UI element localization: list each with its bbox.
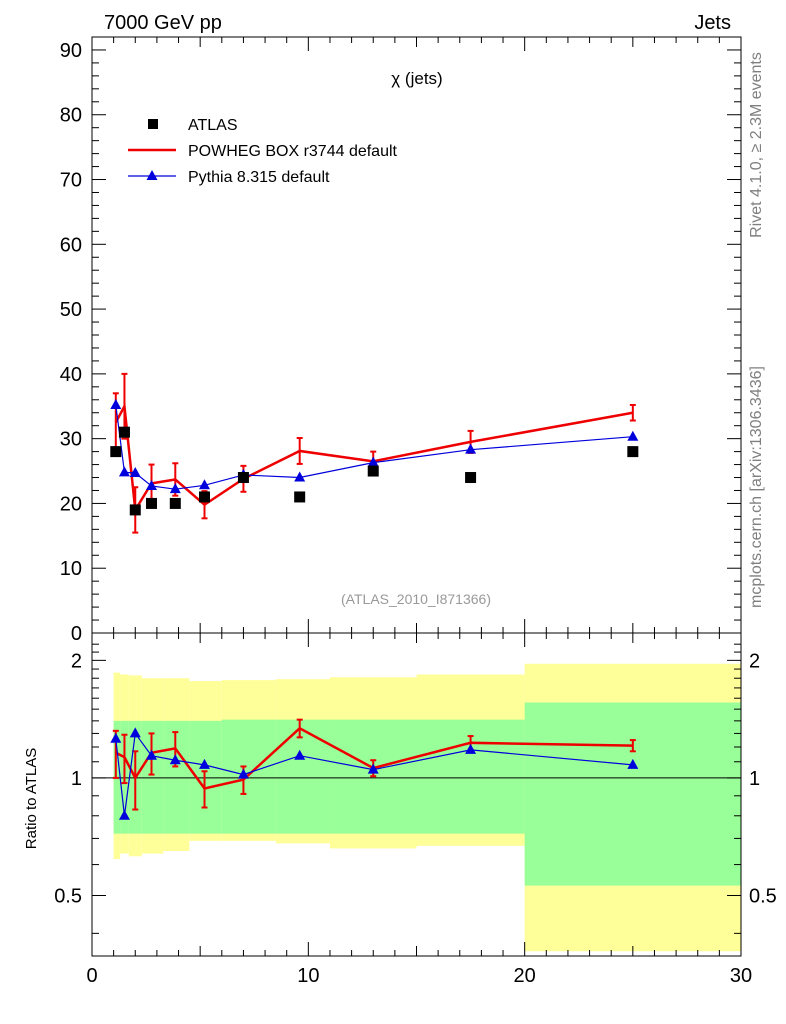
pythia-marker — [169, 483, 181, 494]
legend-entry-label: Pythia 8.315 default — [188, 169, 330, 186]
pythia-marker — [118, 466, 130, 477]
pythia-marker — [627, 430, 639, 441]
ratio-pythia-marker — [145, 749, 157, 760]
atlas-data-point — [198, 491, 210, 503]
y-tick-label: 70 — [60, 170, 82, 192]
main-panel: 0 10 20 30 40 50 60 70 80 90 χ (jets) (ATLAS_2010_I… — [60, 36, 742, 645]
legend-pythia-marker — [146, 170, 158, 180]
plot-title: χ (jets) — [391, 69, 442, 88]
y-tick-label: 0 — [71, 623, 82, 645]
atlas-data-point — [118, 426, 130, 438]
ratio-y-axis-label: Ratio to ATLAS — [23, 748, 40, 849]
uncertainty-band-inner — [163, 720, 190, 834]
atlas-data-point — [294, 491, 306, 503]
legend: ATLAS POWHEG BOX r3744 default Pythia 8.31… — [128, 117, 398, 186]
analysis-watermark: (ATLAS_2010_I871366) — [341, 591, 491, 607]
pythia-marker — [129, 466, 141, 477]
y-tick-label: 40 — [60, 364, 82, 386]
ratio-pythia-marker — [169, 754, 181, 765]
legend-atlas-marker — [148, 119, 158, 129]
pythia-marker — [145, 479, 157, 490]
y-tick-label: 80 — [60, 105, 82, 127]
ratio-y-tick-label-right: 2 — [749, 650, 760, 672]
atlas-data-point — [169, 497, 181, 509]
pythia-marker — [367, 456, 379, 467]
y-tick-label: 10 — [60, 558, 82, 580]
x-tick-label: 20 — [514, 965, 536, 987]
legend-entry-label: POWHEG BOX r3744 default — [188, 143, 398, 160]
atlas-data-point — [627, 446, 639, 458]
x-tick-label: 10 — [297, 965, 319, 987]
pythia-marker — [110, 398, 122, 409]
ratio-y-tick-label: 2 — [71, 650, 82, 672]
ratio-pythia-marker — [294, 749, 306, 760]
atlas-data-point — [367, 465, 379, 477]
legend-entry-label: ATLAS — [188, 117, 238, 134]
header-process-label: 7000 GeV pp — [104, 12, 222, 34]
side-label-rivet: Rivet 4.1.0, ≥ 2.3M events — [748, 52, 765, 238]
ratio-y-tick-label-right: 0.5 — [749, 886, 777, 908]
atlas-data-point — [129, 504, 141, 516]
uncertainty-band-inner — [141, 720, 164, 834]
ratio-y-tick-label-right: 1 — [749, 768, 760, 790]
ratio-pythia-marker — [110, 732, 122, 743]
uncertainty-band-inner — [221, 719, 276, 834]
pythia-line — [115, 404, 633, 490]
ratio-pythia-marker — [198, 758, 210, 769]
ratio-pythia-marker — [627, 758, 639, 769]
ratio-pythia-marker — [465, 743, 477, 754]
ratio-pythia-marker — [237, 768, 249, 779]
pythia-marker — [294, 471, 306, 482]
y-tick-label: 20 — [60, 493, 82, 515]
uncertainty-band-inner — [524, 702, 741, 886]
ratio-pythia-marker — [118, 809, 130, 820]
pythia-marker — [465, 443, 477, 454]
x-tick-label: 30 — [730, 965, 752, 987]
ratio-pythia-marker — [367, 763, 379, 774]
atlas-data-point — [465, 472, 477, 484]
ratio-y-tick-label: 1 — [71, 768, 82, 790]
uncertainty-band-inner — [275, 719, 330, 834]
pythia-marker — [198, 479, 210, 490]
powheg-line — [114, 402, 634, 514]
ratio-y-tick-label: 0.5 — [54, 886, 82, 908]
atlas-data-point — [145, 497, 157, 509]
y-tick-label: 60 — [60, 234, 82, 256]
side-label-mcplots: mcplots.cern.ch [arXiv:1306.3436] — [748, 366, 765, 608]
y-tick-label: 30 — [60, 429, 82, 451]
uncertainty-band-inner — [189, 720, 222, 834]
x-tick-label: 0 — [86, 965, 97, 987]
y-tick-label: 90 — [60, 40, 82, 62]
y-tick-label: 50 — [60, 299, 82, 321]
atlas-data-point — [110, 446, 122, 458]
header-topic-label: Jets — [694, 12, 731, 34]
atlas-data-point — [237, 472, 249, 484]
ratio-pythia-marker — [129, 727, 141, 738]
